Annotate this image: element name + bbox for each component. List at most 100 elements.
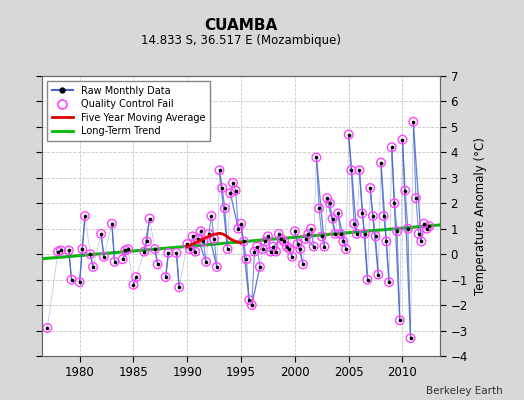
- Point: [334, 210, 342, 217]
- Point: [369, 213, 377, 219]
- Point: [403, 226, 412, 232]
- Point: [301, 236, 310, 242]
- Point: [291, 228, 299, 234]
- Point: [57, 247, 65, 254]
- Point: [336, 231, 345, 237]
- Point: [293, 241, 302, 247]
- Point: [108, 220, 116, 227]
- Point: [366, 185, 374, 191]
- Point: [304, 231, 312, 237]
- Point: [344, 131, 353, 138]
- Point: [420, 220, 428, 227]
- Point: [374, 271, 383, 278]
- Point: [350, 220, 358, 227]
- Point: [407, 335, 415, 341]
- Point: [140, 248, 148, 255]
- Point: [329, 215, 337, 222]
- Point: [151, 246, 159, 252]
- Point: [372, 233, 380, 240]
- Point: [89, 264, 97, 270]
- Point: [226, 190, 234, 196]
- Point: [409, 119, 418, 125]
- Point: [154, 261, 162, 268]
- Point: [358, 210, 366, 217]
- Point: [140, 248, 148, 255]
- Point: [358, 210, 366, 217]
- Point: [237, 220, 245, 227]
- Point: [336, 231, 345, 237]
- Point: [97, 231, 105, 237]
- Point: [43, 325, 51, 331]
- Point: [248, 302, 256, 308]
- Point: [277, 236, 286, 242]
- Point: [218, 185, 226, 191]
- Point: [301, 236, 310, 242]
- Point: [361, 231, 369, 237]
- Point: [258, 246, 267, 252]
- Point: [417, 238, 425, 245]
- Text: 14.833 S, 36.517 E (Mozambique): 14.833 S, 36.517 E (Mozambique): [141, 34, 341, 47]
- Point: [350, 220, 358, 227]
- Point: [377, 159, 385, 166]
- Point: [191, 248, 200, 255]
- Point: [318, 233, 326, 240]
- Point: [280, 238, 288, 245]
- Point: [256, 264, 264, 270]
- Point: [347, 167, 356, 173]
- Point: [199, 238, 208, 245]
- Point: [242, 256, 250, 262]
- Point: [363, 276, 372, 283]
- Point: [272, 248, 280, 255]
- Point: [266, 248, 275, 255]
- Point: [339, 238, 347, 245]
- Point: [261, 238, 269, 245]
- Point: [124, 246, 132, 252]
- Point: [223, 246, 232, 252]
- Point: [407, 335, 415, 341]
- Point: [261, 238, 269, 245]
- Point: [185, 246, 194, 252]
- Point: [54, 248, 62, 255]
- Point: [111, 259, 119, 265]
- Point: [288, 254, 297, 260]
- Point: [269, 243, 278, 250]
- Point: [250, 248, 259, 255]
- Point: [277, 236, 286, 242]
- Point: [353, 231, 361, 237]
- Point: [239, 238, 248, 245]
- Point: [299, 261, 307, 268]
- Point: [315, 205, 323, 212]
- Point: [385, 279, 393, 285]
- Point: [307, 226, 315, 232]
- Point: [355, 167, 364, 173]
- Point: [282, 243, 291, 250]
- Point: [164, 250, 172, 256]
- Point: [422, 226, 431, 232]
- Point: [215, 167, 224, 173]
- Point: [234, 226, 243, 232]
- Point: [118, 256, 127, 262]
- Point: [363, 276, 372, 283]
- Point: [285, 246, 293, 252]
- Point: [189, 233, 197, 240]
- Point: [121, 247, 129, 254]
- Point: [412, 195, 420, 201]
- Point: [213, 264, 221, 270]
- Point: [78, 246, 86, 252]
- Point: [172, 250, 181, 256]
- Point: [318, 233, 326, 240]
- Point: [312, 154, 321, 161]
- Point: [97, 231, 105, 237]
- Point: [237, 220, 245, 227]
- Point: [323, 195, 331, 201]
- Point: [334, 210, 342, 217]
- Point: [183, 241, 191, 247]
- Point: [100, 254, 108, 260]
- Point: [388, 144, 396, 150]
- Point: [172, 250, 181, 256]
- Point: [245, 297, 253, 303]
- Point: [253, 243, 261, 250]
- Point: [202, 259, 210, 265]
- Point: [272, 248, 280, 255]
- Point: [398, 136, 407, 143]
